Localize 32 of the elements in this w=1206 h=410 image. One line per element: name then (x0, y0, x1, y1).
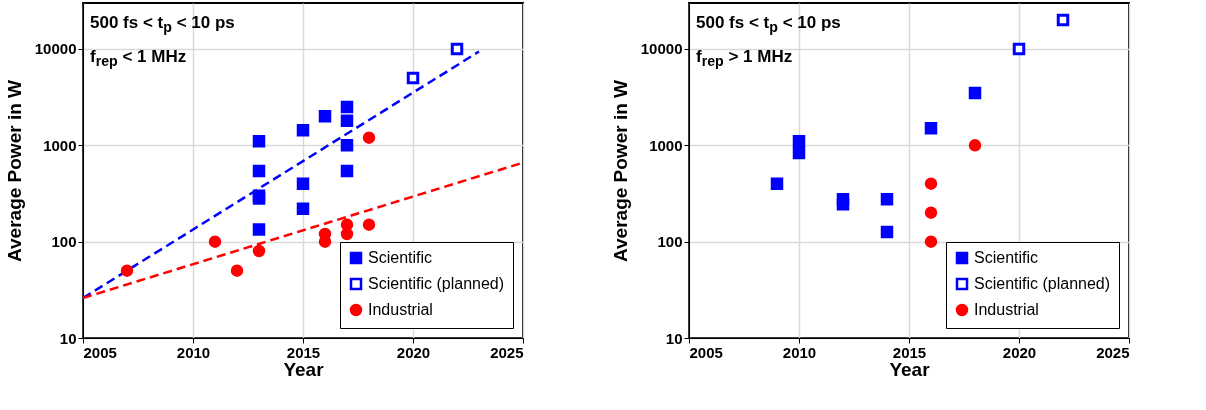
legend-label: Scientific (planned) (368, 275, 505, 292)
x-axis-title: Year (283, 358, 325, 380)
annotation: 500 fs < t$_{p}$ < 10 ps (696, 12, 841, 38)
y-tick-label: 10 (665, 329, 683, 347)
y-tick-label: 1000 (43, 136, 77, 154)
annotation: f$_{rep}$ < 1 MHz (90, 46, 188, 72)
y-tick-label: 10 (59, 329, 77, 347)
x-tick-label: 2020 (396, 343, 431, 361)
legend-label: Industrial (368, 301, 433, 318)
x-tick-label: 2025 (490, 343, 524, 361)
x-tick-label: 2005 (83, 343, 117, 361)
x-tick-label: 2025 (1096, 343, 1130, 361)
x-tick-label: 2005 (689, 343, 723, 361)
x-axis-title: Year (889, 358, 931, 380)
annotation: 500 fs < t$_{p}$ < 10 ps (90, 12, 235, 38)
legend-label: Industrial (974, 301, 1039, 318)
y-tick-label: 10000 (34, 40, 77, 58)
annotation: f$_{rep}$ > 1 MHz (696, 46, 794, 72)
y-tick-label: 1000 (649, 136, 683, 154)
y-tick-label: 100 (657, 233, 683, 251)
x-tick-label: 2010 (782, 343, 817, 361)
x-tick-label: 2015 (286, 343, 321, 361)
x-tick-label: 2010 (176, 343, 211, 361)
y-tick-label: 100 (51, 233, 77, 251)
y-tick-label: 10000 (640, 40, 683, 58)
y-axis-title: Average Power in W (3, 79, 25, 262)
x-tick-label: 2015 (892, 343, 927, 361)
legend-label: Scientific (368, 249, 433, 266)
x-tick-label: 2020 (1002, 343, 1037, 361)
legend-label: Scientific (974, 249, 1039, 266)
legend-label: Scientific (planned) (974, 275, 1111, 292)
y-axis-title: Average Power in W (609, 79, 631, 262)
